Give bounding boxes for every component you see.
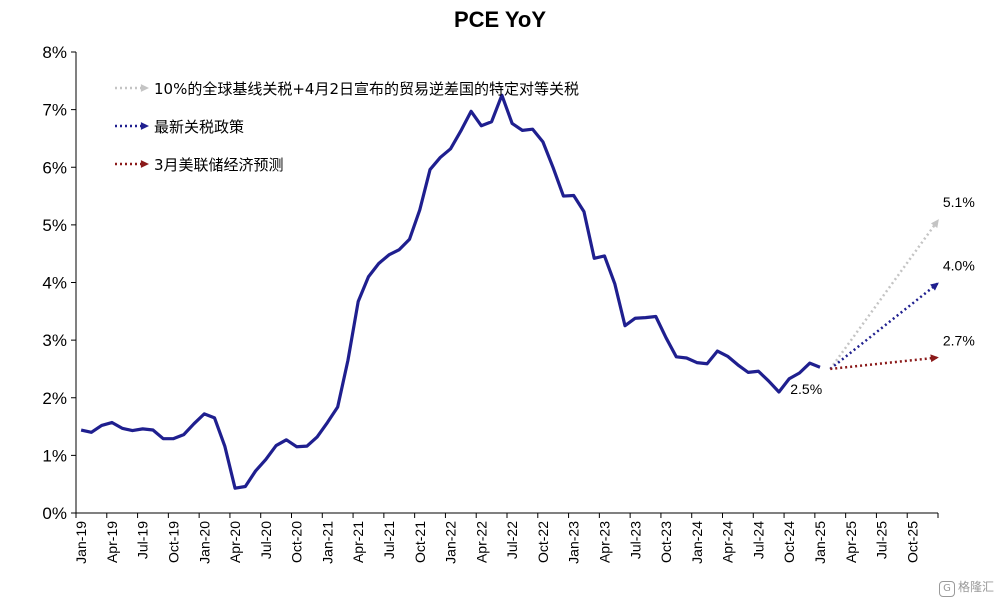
x-tick-label: Jan-24 — [689, 521, 705, 564]
legend-label: 最新关税政策 — [154, 118, 244, 136]
x-tick-label: Apr-25 — [843, 521, 859, 563]
series-lines — [80, 93, 940, 490]
x-tick-label: Jul-20 — [258, 521, 274, 559]
y-tick-label: 4% — [42, 274, 67, 293]
x-tick-label: Jan-23 — [566, 521, 582, 564]
x-tick-label: Jan-25 — [812, 521, 828, 564]
pce-actual-line — [80, 93, 821, 490]
x-tick-label: Jul-19 — [135, 521, 151, 559]
data-labels: 5.1% 4.0% 2.7% 2.5% — [790, 194, 975, 397]
legend-label: 3月美联储经济预测 — [154, 156, 284, 174]
x-tick-label: Jul-22 — [504, 521, 520, 559]
x-tick-label: Jan-22 — [443, 521, 459, 564]
projection-end-label: 2.7% — [943, 332, 975, 348]
arrow-head — [930, 282, 939, 291]
x-axis-ticks: Jan-19 Apr-19 Jul-19 Oct-19 Jan-20 Apr-20 Jul-… — [73, 513, 939, 564]
x-tick-label: Oct-21 — [412, 521, 428, 563]
arrow-head — [930, 354, 939, 363]
y-tick-label: 3% — [42, 331, 67, 350]
y-tick-label: 7% — [42, 101, 67, 120]
y-tick-label: 2% — [42, 389, 67, 408]
x-tick-label: Apr-20 — [227, 521, 243, 563]
x-tick-label: Jul-24 — [750, 521, 766, 559]
y-tick-label: 6% — [42, 158, 67, 177]
x-tick-label: Apr-22 — [473, 521, 489, 563]
arrow-head — [140, 122, 149, 130]
x-tick-label: Oct-20 — [289, 521, 305, 563]
y-tick-label: 0% — [42, 504, 67, 523]
arrow-head — [930, 219, 939, 228]
watermark-text: 格隆汇 — [957, 580, 994, 594]
x-tick-label: Oct-23 — [658, 521, 674, 563]
arrow-head — [140, 160, 149, 168]
x-tick-label: Oct-22 — [535, 521, 551, 563]
x-tick-label: Apr-23 — [596, 521, 612, 563]
x-tick-label: Jan-19 — [73, 521, 89, 564]
x-tick-label: Apr-19 — [104, 521, 120, 563]
projection-end-label: 5.1% — [943, 194, 975, 210]
projection-line — [829, 281, 940, 370]
x-tick-label: Oct-25 — [904, 521, 920, 563]
watermark-logo-icon: G — [938, 581, 955, 597]
x-tick-label: Jul-21 — [381, 521, 397, 559]
x-tick-label: Oct-24 — [781, 521, 797, 563]
projection-end-label: 4.0% — [943, 258, 975, 274]
projection-line — [830, 356, 940, 371]
x-tick-label: Apr-24 — [720, 521, 736, 563]
x-tick-label: Jan-21 — [319, 521, 335, 564]
y-axis-ticks: 0% 1% 2% 3% 4% 5% 6% 7% 8% — [42, 43, 76, 523]
x-tick-label: Apr-21 — [350, 521, 366, 563]
chart-title: PCE YoY — [454, 7, 546, 32]
x-tick-label: Jan-20 — [196, 521, 212, 564]
annotation-label: 2.5% — [790, 381, 822, 397]
x-tick-label: Jul-23 — [627, 521, 643, 559]
y-tick-label: 8% — [42, 43, 67, 62]
y-tick-label: 1% — [42, 446, 67, 465]
legend-label: 10%的全球基线关税+4月2日宣布的贸易逆差国的特定对等关税 — [154, 80, 579, 98]
x-tick-label: Jul-25 — [874, 521, 890, 559]
x-tick-label: Oct-19 — [165, 521, 181, 563]
watermark: G 格隆汇 — [938, 578, 994, 597]
projection-line — [829, 218, 940, 370]
y-tick-label: 5% — [42, 216, 67, 235]
arrow-head — [140, 84, 149, 92]
